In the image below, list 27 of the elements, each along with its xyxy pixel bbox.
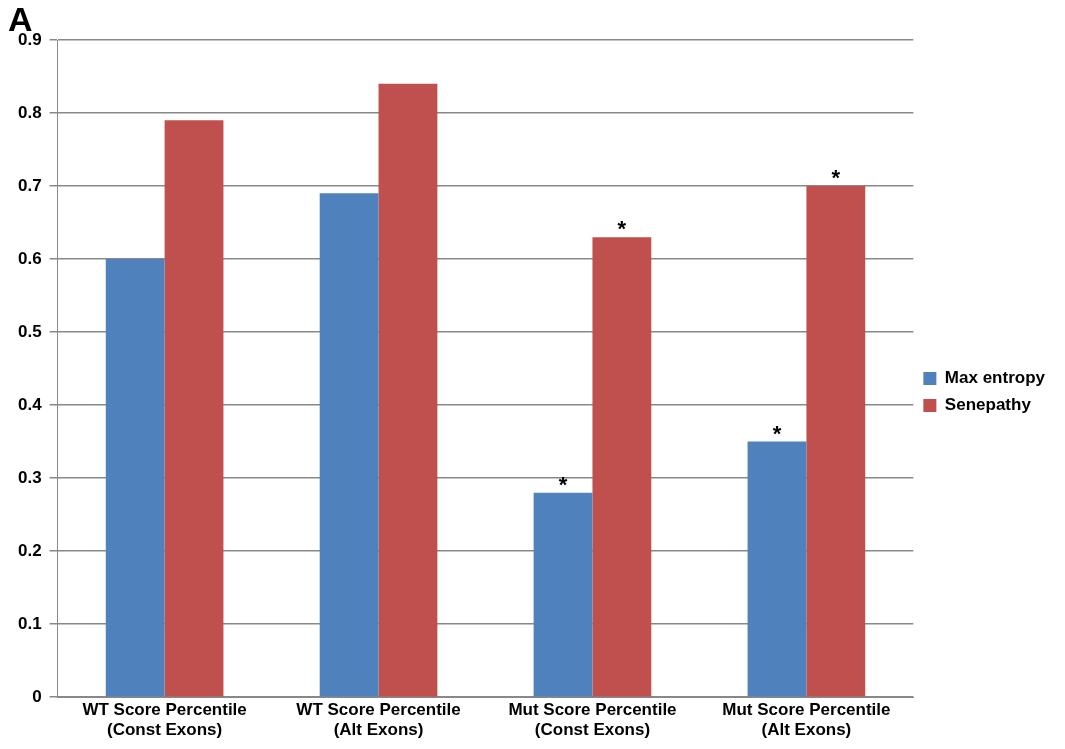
- y-tick-label: 0.6: [17, 248, 42, 268]
- y-tick-label: 0.3: [17, 467, 42, 487]
- bar: [533, 492, 593, 697]
- x-tick-label: Mut Score Percentile (Const Exons): [508, 700, 677, 740]
- x-tick-label: Mut Score Percentile (Alt Exons): [722, 700, 891, 740]
- bar: [806, 186, 866, 697]
- x-tick-label: WT Score Percentile (Const Exons): [82, 700, 247, 740]
- bar: [164, 120, 224, 697]
- annotation: *: [617, 216, 627, 242]
- legend-label: Senepathy: [944, 395, 1032, 415]
- y-tick-label: 0: [32, 686, 42, 706]
- y-tick-label: 0.4: [17, 394, 43, 414]
- x-tick-label: WT Score Percentile (Alt Exons): [296, 700, 461, 740]
- annotation: *: [558, 471, 568, 497]
- bar: [592, 237, 652, 697]
- y-tick-label: 0.8: [17, 102, 42, 122]
- y-tick-label: 0.7: [17, 175, 42, 195]
- annotation: *: [831, 165, 841, 191]
- y-tick-label: 0.1: [17, 613, 42, 633]
- annotation: *: [772, 420, 782, 446]
- bar: [319, 193, 379, 697]
- y-tick-label: 0.2: [17, 540, 42, 560]
- bar: [378, 83, 438, 697]
- y-tick-label: 0.5: [17, 321, 42, 341]
- bar: [105, 259, 165, 697]
- bar: [747, 441, 807, 697]
- legend-label: Max entropy: [944, 368, 1046, 388]
